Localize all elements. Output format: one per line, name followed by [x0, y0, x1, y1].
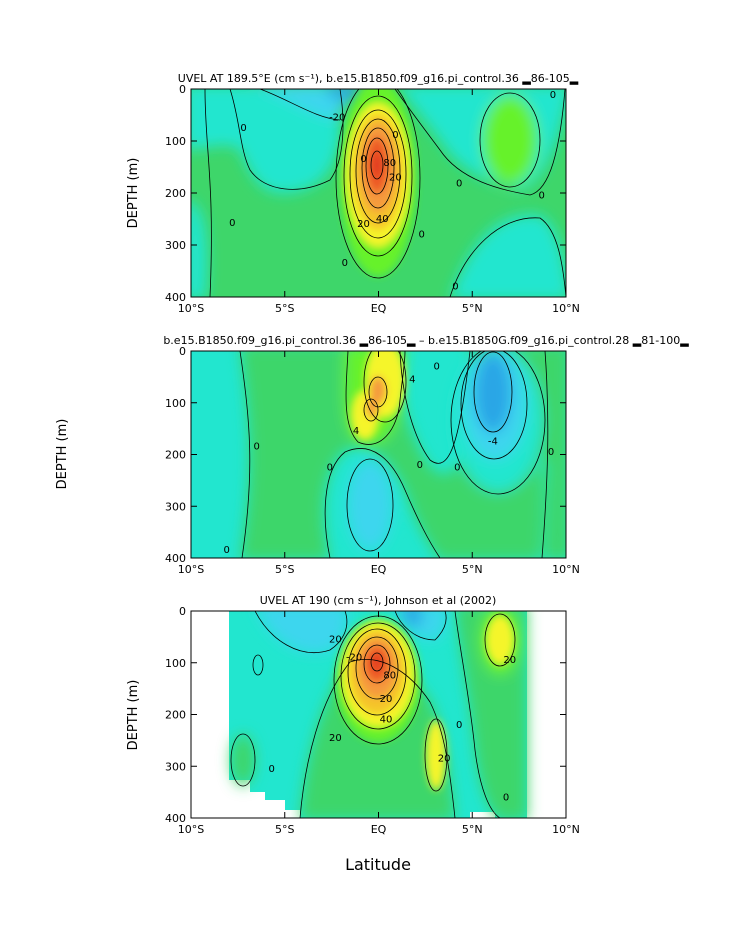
y-tick-label: 400: [165, 812, 186, 825]
contour-label: 20: [329, 634, 342, 645]
contour-label: 0: [229, 218, 235, 229]
x-tick-label: 10°S: [178, 563, 204, 576]
contour-label: 0: [503, 792, 509, 803]
x-tick-label: 5°N: [462, 302, 483, 315]
y-tick-label: 300: [165, 500, 186, 513]
contour-label: 0: [360, 154, 366, 165]
contour-label: 4: [353, 426, 359, 437]
contour-label: 0: [550, 90, 556, 101]
panel-2-contour-fill: [191, 351, 566, 558]
contour-label: 0: [456, 179, 462, 190]
contour-label: 0: [433, 362, 439, 373]
x-tick-label: 10°N: [552, 823, 580, 836]
contour-label: 0: [417, 460, 423, 471]
x-tick-label: 5°S: [275, 563, 294, 576]
panel-2: b.e15.B1850.f09_g16.pi_control.36 ▂86-10…: [55, 334, 689, 576]
x-tick-label: 5°N: [462, 823, 483, 836]
contour-label: 4: [409, 374, 415, 385]
y-tick-label: 0: [179, 605, 186, 618]
contour-label: 0: [392, 130, 398, 141]
panel-3-contour-labels: 20 -20 80 20 40 20 20 20 0 0 0: [268, 634, 516, 803]
x-axis-label: Latitude: [345, 855, 411, 874]
x-tick-label: 5°S: [275, 823, 294, 836]
contour-label: 20: [329, 733, 342, 744]
contour-label: 0: [418, 230, 424, 241]
contour-label: 0: [223, 545, 229, 556]
x-tick-label: 10°S: [178, 302, 204, 315]
contour-label: -4: [488, 437, 498, 448]
contour-label: 0: [456, 720, 462, 731]
contour-label: 0: [240, 123, 246, 134]
contour-label: 0: [548, 447, 554, 458]
y-tick-label: 300: [165, 760, 186, 773]
y-tick-label: 0: [179, 83, 186, 96]
contour-label: 20: [438, 753, 451, 764]
contour-label: 20: [380, 694, 393, 705]
contour-label: 40: [380, 715, 393, 726]
panel-1: UVEL AT 189.5°E (cm s⁻¹), b.e15.B1850.f0…: [126, 72, 580, 315]
contour-label: 0: [454, 462, 460, 473]
y-tick-label: 400: [165, 291, 186, 304]
x-tick-label: 10°N: [552, 563, 580, 576]
contour-label: 80: [383, 158, 396, 169]
contour-label: 20: [503, 655, 516, 666]
panel-1-ylabel: DEPTH (m): [126, 158, 141, 229]
panel-1-contour-labels: -20 0 0 20 40 20 80 0 0 0 0 0 0 0 0: [229, 90, 556, 292]
contour-label: -20: [346, 653, 362, 664]
contour-label: 40: [376, 214, 389, 225]
x-tick-label: 5°N: [462, 563, 483, 576]
shared-ylabel: DEPTH (m): [55, 419, 70, 490]
panel-1-title: UVEL AT 189.5°E (cm s⁻¹), b.e15.B1850.f0…: [178, 72, 579, 85]
contour-label: 80: [383, 671, 396, 682]
panel-1-contour-fill: [191, 89, 566, 297]
x-tick-label: EQ: [371, 302, 387, 315]
contour-label: 0: [327, 462, 333, 473]
panel-2-contour-labels: 4 4 -4 0 0 0 0 0 0 0: [223, 362, 554, 557]
x-tick-label: EQ: [371, 563, 387, 576]
panel-3-contour-fill: [191, 611, 566, 818]
x-tick-label: 10°S: [178, 823, 204, 836]
contour-label: 20: [389, 172, 402, 183]
contour-label: 0: [342, 258, 348, 269]
contour-label: 0: [538, 191, 544, 202]
y-tick-label: 0: [179, 345, 186, 358]
y-tick-label: 200: [165, 709, 186, 722]
contour-label: 0: [253, 442, 259, 453]
y-tick-label: 100: [165, 397, 186, 410]
contour-label: 20: [357, 219, 370, 230]
x-tick-label: 5°S: [275, 302, 294, 315]
x-tick-label: 10°N: [552, 302, 580, 315]
y-tick-label: 200: [165, 449, 186, 462]
y-tick-label: 100: [165, 657, 186, 670]
y-tick-label: 400: [165, 552, 186, 565]
x-tick-label: EQ: [371, 823, 387, 836]
panel-3-ylabel: DEPTH (m): [126, 680, 141, 751]
contour-label: 0: [268, 764, 274, 775]
panel-3-title: UVEL AT 190 (cm s⁻¹), Johnson et al (200…: [260, 594, 497, 607]
y-tick-label: 300: [165, 239, 186, 252]
panel-2-title: b.e15.B1850.f09_g16.pi_control.36 ▂86-10…: [163, 334, 689, 347]
y-tick-label: 100: [165, 135, 186, 148]
contour-label: 0: [452, 282, 458, 293]
panel-3: UVEL AT 190 (cm s⁻¹), Johnson et al (200…: [126, 594, 580, 874]
contour-label: -20: [329, 113, 345, 124]
y-tick-label: 200: [165, 187, 186, 200]
